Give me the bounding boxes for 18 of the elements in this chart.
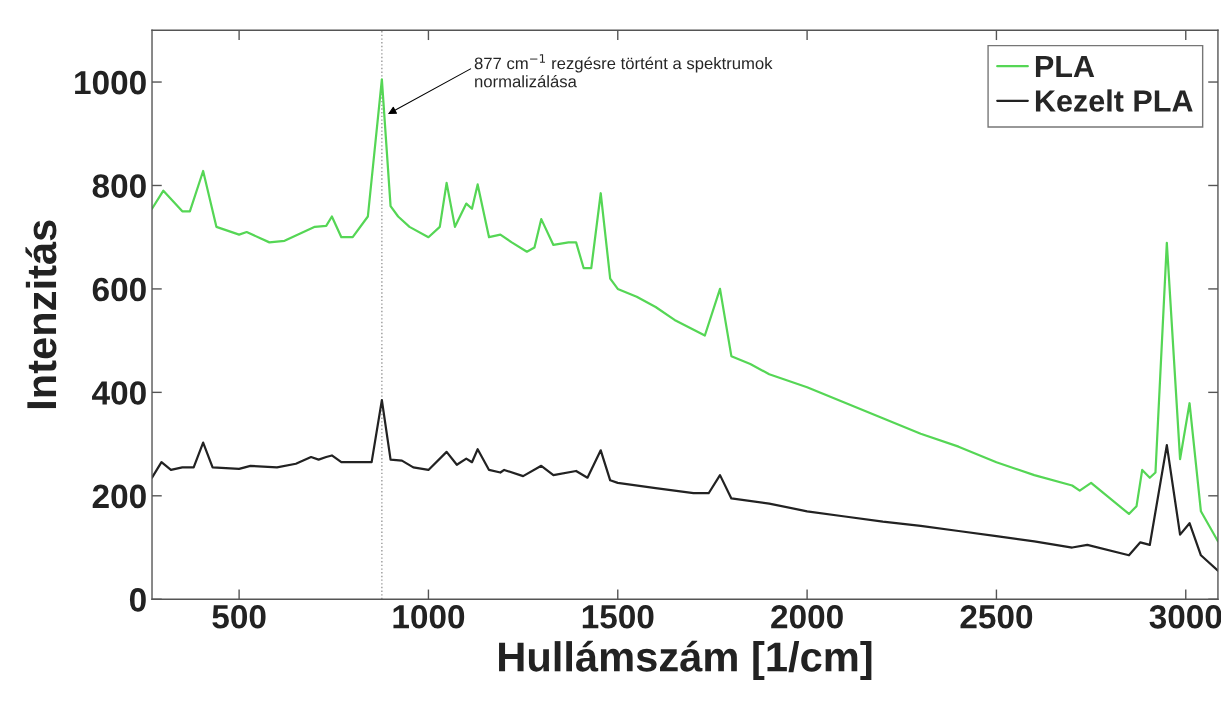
x-tick-label: 1500 — [582, 604, 654, 629]
x-axis-title: Hullámszám [1/cm] — [499, 640, 872, 680]
y-tick-label: 200 — [92, 484, 146, 509]
x-tick-label: 2000 — [771, 604, 843, 629]
legend-label: PLA — [1035, 55, 1095, 77]
y-tick-label: 0 — [129, 588, 146, 612]
annotation: 877 cm$^{−1}$ rezgésre történt a spektrumok normalizálása — [474, 54, 773, 88]
y-tick-label: 1000 — [75, 70, 146, 95]
x-tick-label: 2500 — [960, 604, 1033, 629]
x-tick-label: 500 — [212, 604, 266, 629]
y-axis-title: Intenzitás — [25, 220, 57, 409]
y-tick-label: 800 — [92, 174, 146, 198]
x-tick-label: 3000 — [1149, 604, 1221, 629]
y-tick-label: 400 — [92, 381, 146, 405]
legend-label: Kezelt PLA — [1035, 89, 1193, 112]
x-tick-label: 1000 — [393, 604, 465, 629]
y-tick-label: 600 — [92, 277, 146, 302]
line-series — [152, 399, 1218, 572]
